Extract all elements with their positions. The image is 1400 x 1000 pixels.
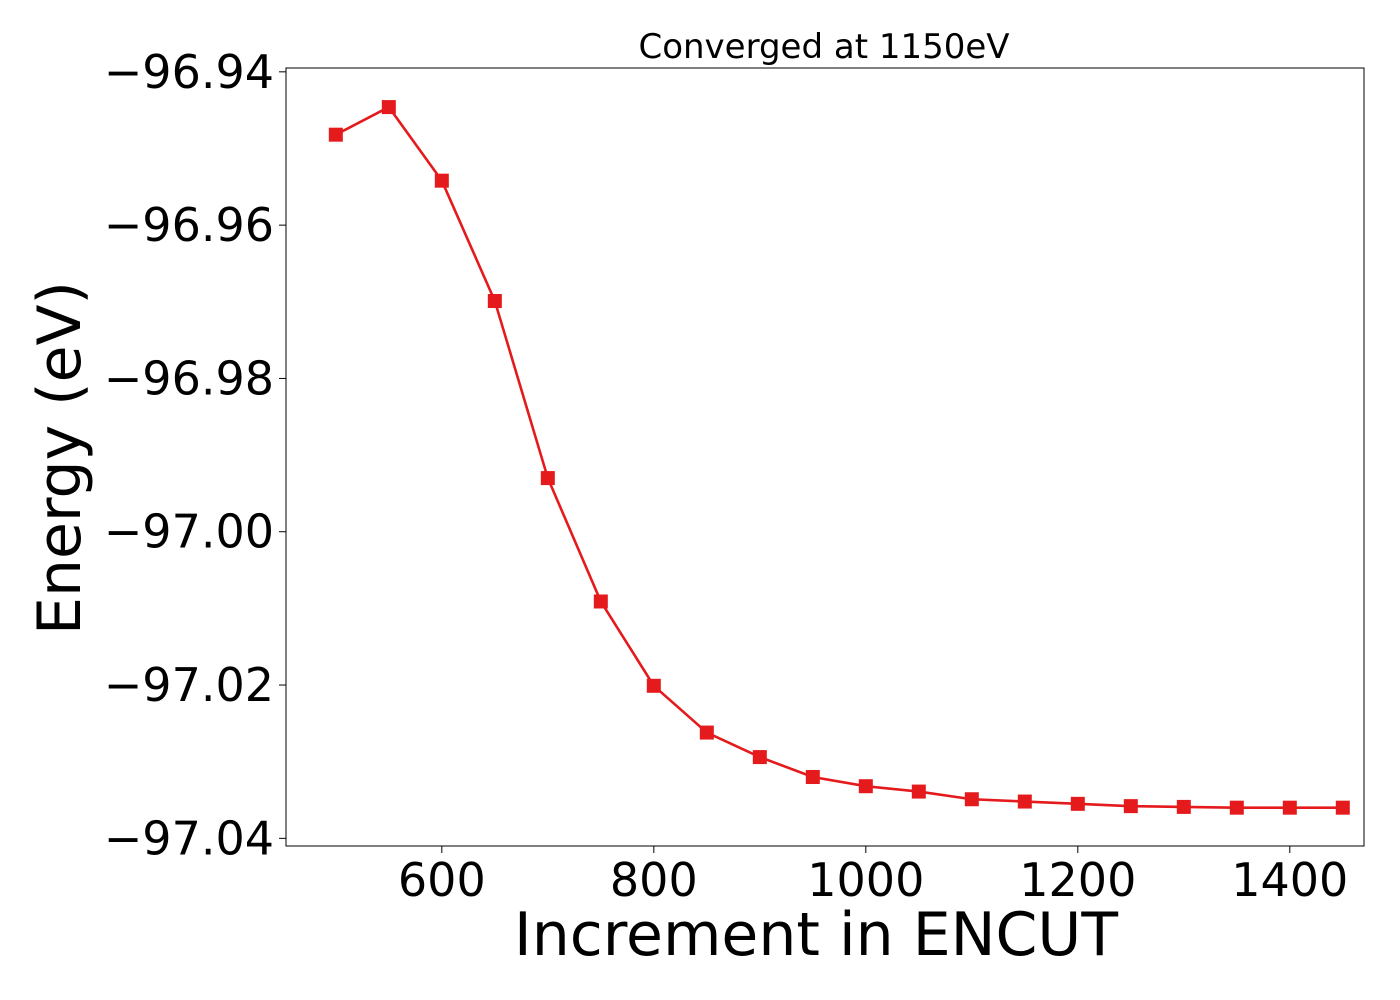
- data-point: [487, 294, 502, 309]
- data-point: [1335, 800, 1350, 815]
- data-point: [1070, 796, 1085, 811]
- data-point: [540, 471, 555, 486]
- x-tick-label: 1200: [1019, 853, 1136, 907]
- x-axis-ticks: 600 800 1000 1200 1400: [398, 846, 1348, 907]
- x-tick-label: 1000: [807, 853, 924, 907]
- y-tick-label: −97.04: [104, 811, 274, 865]
- y-axis-label: Energy (eV): [25, 281, 95, 635]
- data-point: [699, 725, 714, 740]
- x-axis-label: Increment in ENCUT: [514, 900, 1118, 970]
- data-point: [1017, 794, 1032, 809]
- y-tick-label: −96.96: [104, 198, 274, 252]
- x-tick-label: 800: [610, 853, 698, 907]
- data-point: [1176, 799, 1191, 814]
- data-point: [752, 750, 767, 765]
- data-point: [1123, 799, 1138, 814]
- data-point: [328, 127, 343, 142]
- plot-frame: [285, 67, 1365, 847]
- chart-title: Converged at 1150eV: [638, 27, 1009, 67]
- y-tick-label: −96.94: [104, 45, 274, 99]
- y-axis-ticks: −96.94 −96.96 −96.98 −97.00 −97.02 −97.04: [104, 45, 286, 865]
- data-point: [911, 784, 926, 799]
- x-tick-label: 600: [398, 853, 486, 907]
- data-point: [1282, 800, 1297, 815]
- data-point: [593, 594, 608, 609]
- series-markers: [328, 100, 1350, 815]
- data-point: [434, 173, 449, 188]
- data-point: [646, 678, 661, 693]
- data-point: [805, 770, 820, 785]
- data-point: [964, 792, 979, 807]
- x-tick-label: 1400: [1231, 853, 1348, 907]
- y-tick-label: −97.02: [104, 658, 274, 712]
- data-point: [1229, 800, 1244, 815]
- y-tick-label: −96.98: [104, 351, 274, 405]
- y-tick-label: −97.00: [104, 505, 274, 559]
- series-line: [335, 105, 1343, 809]
- data-point: [858, 779, 873, 794]
- data-point: [381, 100, 396, 115]
